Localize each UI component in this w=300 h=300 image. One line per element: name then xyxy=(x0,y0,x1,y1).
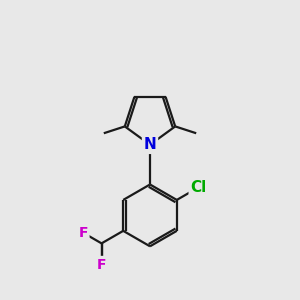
Text: F: F xyxy=(78,226,88,240)
Text: N: N xyxy=(144,137,156,152)
Text: F: F xyxy=(97,258,106,272)
Text: F: F xyxy=(97,258,106,272)
Text: Cl: Cl xyxy=(190,180,207,195)
